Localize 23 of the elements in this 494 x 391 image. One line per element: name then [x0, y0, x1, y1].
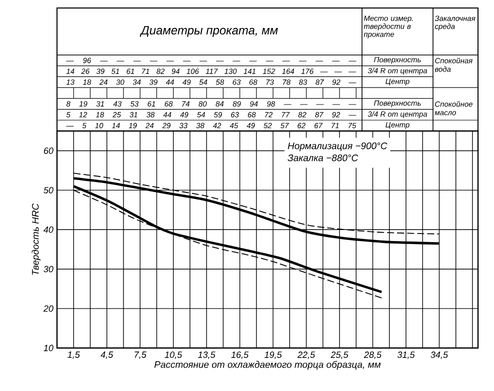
x-tick-label: 22,5	[297, 352, 316, 359]
x-tick-label: 1,5	[68, 352, 80, 359]
y-tick-label: 60	[44, 148, 54, 154]
x-tick-label: 13,5	[198, 352, 216, 359]
x-tick-label: 10,5	[164, 352, 182, 359]
x-tick-label: 16,5	[231, 352, 249, 359]
annotation: Закалка −880°C	[288, 154, 358, 162]
y-axis-title: Твердость HRC	[32, 203, 41, 275]
chart-title: Диаметры проката, мм	[140, 26, 278, 37]
y-tick-label: 20	[43, 305, 54, 312]
x-tick-label: 25,5	[330, 352, 348, 359]
x-tick-label: 19,5	[264, 352, 282, 359]
x-tick-label: 34,5	[430, 352, 448, 359]
x-tick-label: 28,5	[364, 352, 382, 359]
y-tick-label: 30	[44, 266, 54, 272]
x-axis-title: Расстояние от охлаждаемого торца образца, мм	[154, 360, 381, 370]
y-tick-label: 50	[44, 186, 54, 194]
x-tick-label: 4,5	[100, 352, 114, 359]
annotation: Нормализация −900°C	[288, 142, 388, 152]
y-tick-label: 10	[44, 344, 54, 352]
x-tick-label: 31,5	[397, 352, 415, 359]
y-tick-label: 40	[44, 226, 54, 233]
x-tick-label: 7,5	[134, 352, 146, 359]
